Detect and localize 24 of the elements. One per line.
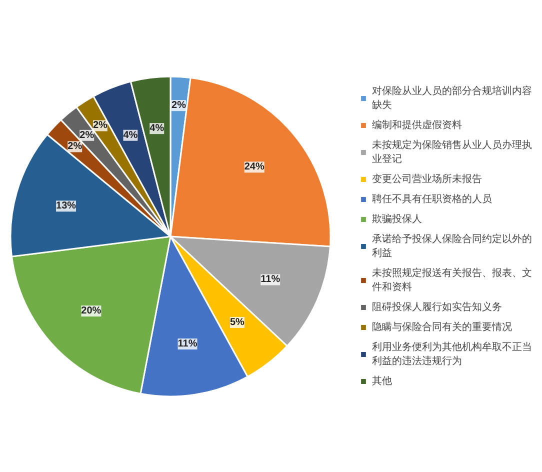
data-label: 13% — [56, 200, 76, 212]
legend-label: 隐瞒与保险合同有关的重要情况 — [372, 320, 512, 334]
data-label: 11% — [178, 338, 198, 350]
legend-label: 编制和提供虚假资料 — [372, 118, 462, 132]
legend-label: 阻碍投保人履行如实告知义务 — [372, 300, 502, 314]
legend-label: 变更公司营业场所未报告 — [372, 172, 482, 186]
legend-label: 聘任不具有任职资格的人员 — [372, 192, 492, 206]
data-label: 2% — [68, 141, 82, 152]
data-label: 24% — [244, 162, 264, 173]
legend-label: 对保险从业人员的部分合规培训内容缺失 — [372, 84, 532, 112]
legend-label: 欺骗投保人 — [372, 212, 422, 226]
legend-label: 其他 — [372, 374, 392, 388]
data-label: 4% — [150, 123, 164, 134]
legend-label: 未按照规定报送有关报告、报表、文件和资料 — [372, 266, 532, 294]
legend-label: 未按规定为保险销售从业人员办理执业登记 — [372, 138, 532, 166]
data-label: 5% — [230, 316, 245, 328]
data-label: 2% — [92, 120, 108, 132]
data-label: 2% — [172, 100, 186, 112]
data-label: 2% — [80, 130, 94, 141]
data-label: 20% — [81, 305, 102, 316]
legend-label: 承诺给予投保人保险合同约定以外的利益 — [372, 232, 532, 260]
data-label: 11% — [260, 274, 280, 286]
legend-label: 利用业务便利为其他机构牟取不正当利益的违法违规行为 — [372, 340, 532, 368]
data-label: 4% — [123, 130, 138, 141]
